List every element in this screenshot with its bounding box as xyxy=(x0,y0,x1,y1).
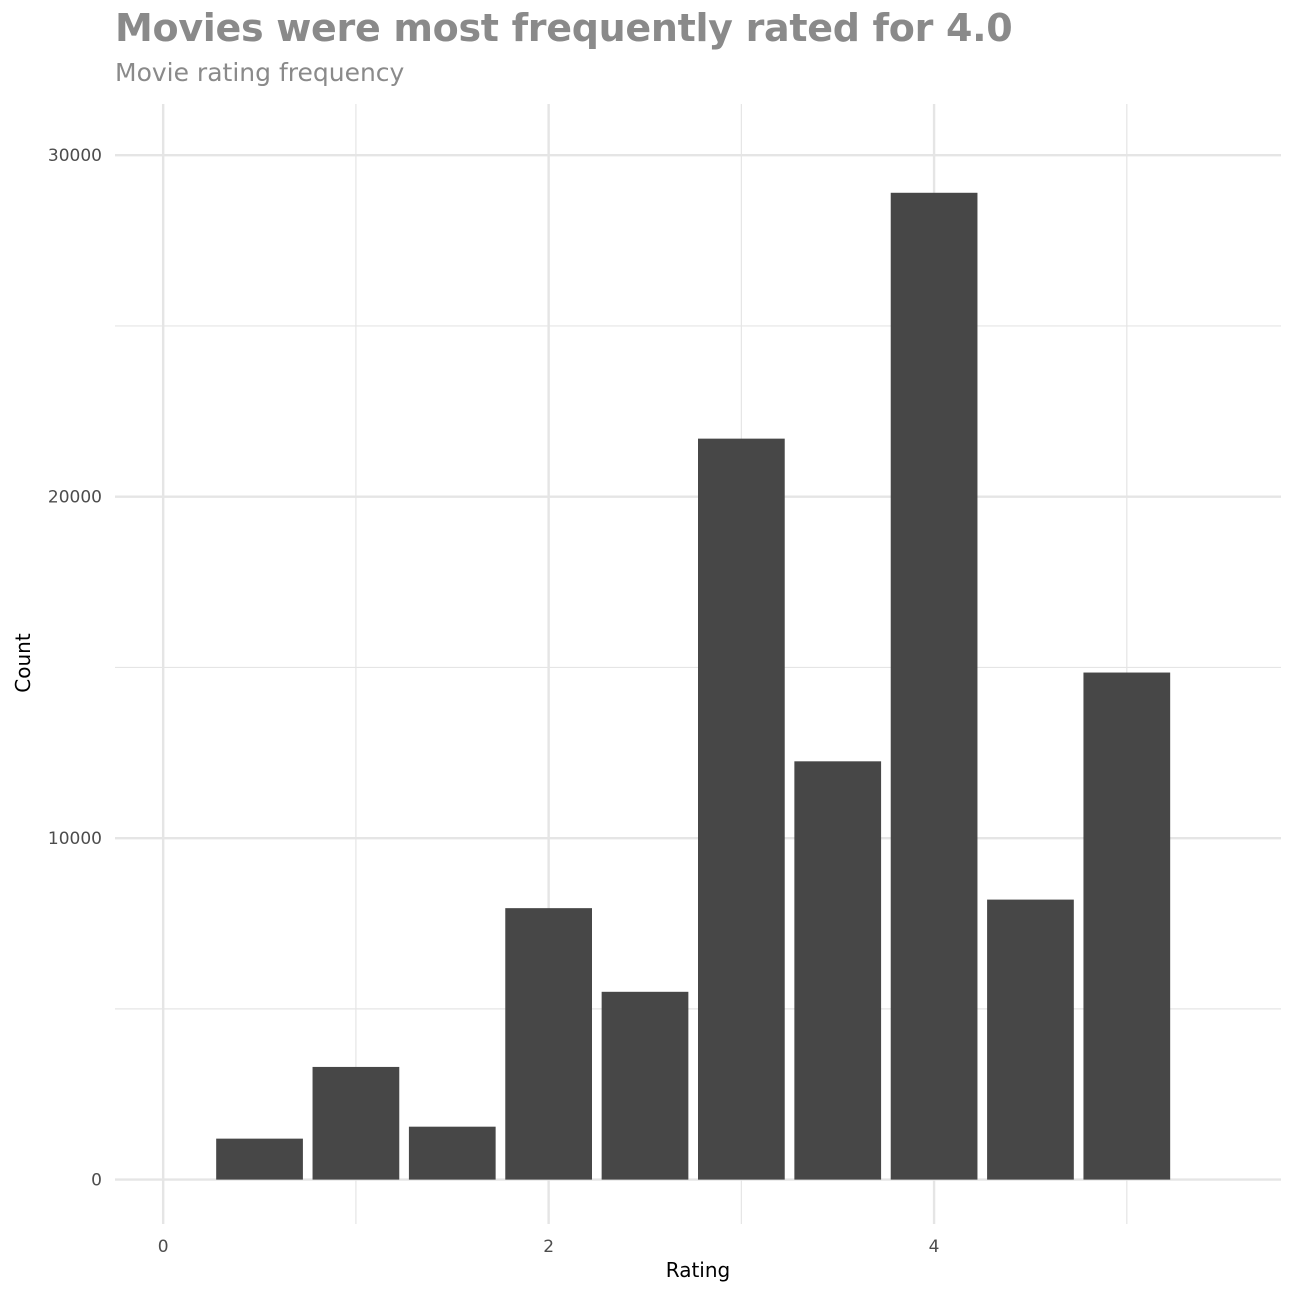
bar xyxy=(890,192,978,1180)
bar xyxy=(987,899,1074,1180)
y-axis-title: Count xyxy=(11,633,35,693)
chart-subtitle: Movie rating frequency xyxy=(115,58,405,87)
y-axis-ticks: 0 10000 20000 30000 xyxy=(48,146,102,1190)
y-tick-label: 20000 xyxy=(48,488,102,508)
y-tick-label: 10000 xyxy=(48,829,102,849)
y-tick-label: 0 xyxy=(91,1171,102,1191)
bar xyxy=(505,908,592,1180)
bar xyxy=(794,761,882,1180)
bars xyxy=(216,192,1171,1180)
chart-title: Movies were most frequently rated for 4.… xyxy=(115,6,1013,50)
x-tick-label: 4 xyxy=(929,1237,940,1257)
x-tick-label: 2 xyxy=(543,1237,554,1257)
bar xyxy=(1083,672,1171,1180)
bar xyxy=(312,1066,400,1180)
bar xyxy=(698,438,785,1180)
bar xyxy=(216,1138,303,1180)
bar xyxy=(601,991,689,1180)
x-axis-title: Rating xyxy=(666,1258,730,1282)
x-axis-ticks: 0 2 4 xyxy=(158,1237,940,1257)
y-tick-label: 30000 xyxy=(48,146,102,166)
x-tick-label: 0 xyxy=(158,1237,169,1257)
bar xyxy=(408,1126,496,1180)
